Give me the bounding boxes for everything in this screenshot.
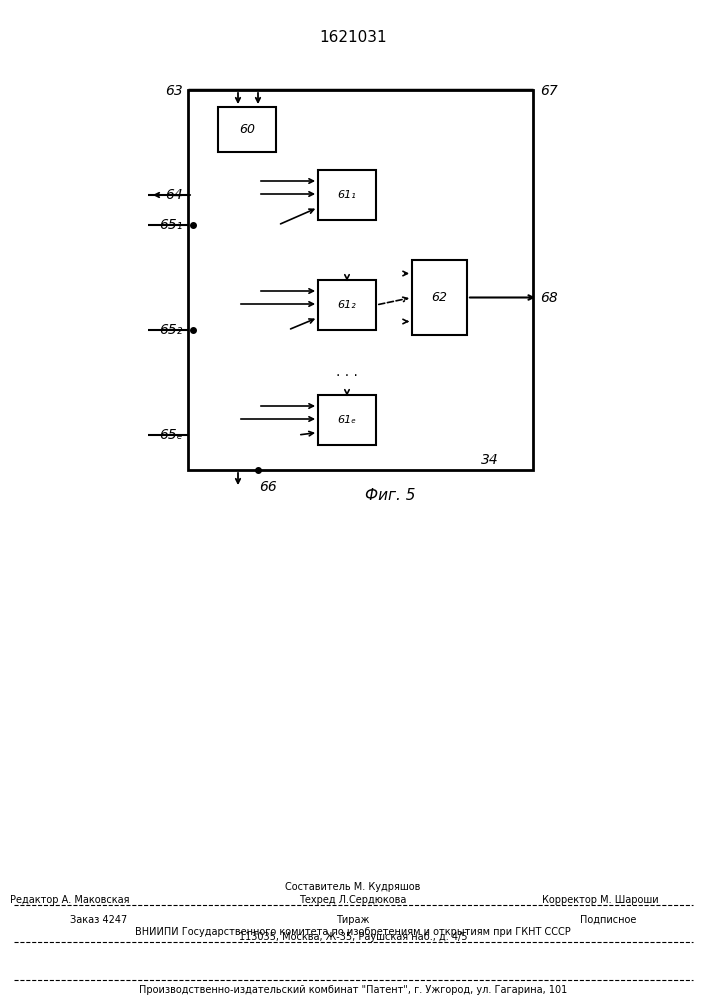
Text: 34: 34 — [481, 453, 499, 467]
Text: 61₁: 61₁ — [338, 190, 356, 200]
Text: Подписное: Подписное — [580, 915, 636, 925]
Bar — [318, 170, 376, 220]
Text: Фиг. 5: Фиг. 5 — [365, 488, 415, 503]
Text: 65ₑ: 65ₑ — [160, 428, 183, 442]
Text: Заказ 4247: Заказ 4247 — [70, 915, 127, 925]
Text: 65₁: 65₁ — [160, 218, 183, 232]
Text: 61₂: 61₂ — [338, 300, 356, 310]
Text: Техред Л.Сердюкова: Техред Л.Сердюкова — [299, 895, 407, 905]
Text: Составитель М. Кудряшов: Составитель М. Кудряшов — [286, 882, 421, 892]
Text: 62: 62 — [431, 291, 448, 304]
Text: 68: 68 — [540, 291, 558, 305]
Text: 66: 66 — [259, 480, 277, 494]
Text: 64: 64 — [165, 188, 183, 202]
Bar — [318, 280, 376, 330]
Text: 60: 60 — [239, 123, 255, 136]
Bar — [188, 90, 533, 470]
Text: 65₂: 65₂ — [160, 323, 183, 337]
Bar — [412, 260, 467, 335]
Text: Корректор М. Шароши: Корректор М. Шароши — [542, 895, 658, 905]
Text: . . .: . . . — [336, 365, 358, 379]
Bar — [318, 395, 376, 445]
Text: ВНИИПИ Государственного комитета по изобретениям и открытиям при ГКНТ СССР: ВНИИПИ Государственного комитета по изоб… — [135, 927, 571, 937]
Text: 61ₑ: 61ₑ — [337, 415, 356, 425]
Text: 113035, Москва, Ж-35, Раушская наб., д. 4/5: 113035, Москва, Ж-35, Раушская наб., д. … — [239, 932, 467, 942]
Text: Редактор А. Маковская: Редактор А. Маковская — [10, 895, 130, 905]
Text: 67: 67 — [540, 84, 558, 98]
Bar — [218, 107, 276, 152]
Text: 1621031: 1621031 — [319, 30, 387, 45]
Text: 63: 63 — [165, 84, 183, 98]
Text: Тираж: Тираж — [337, 915, 370, 925]
Text: Производственно-издательский комбинат "Патент", г. Ужгород, ул. Гагарина, 101: Производственно-издательский комбинат "П… — [139, 985, 567, 995]
